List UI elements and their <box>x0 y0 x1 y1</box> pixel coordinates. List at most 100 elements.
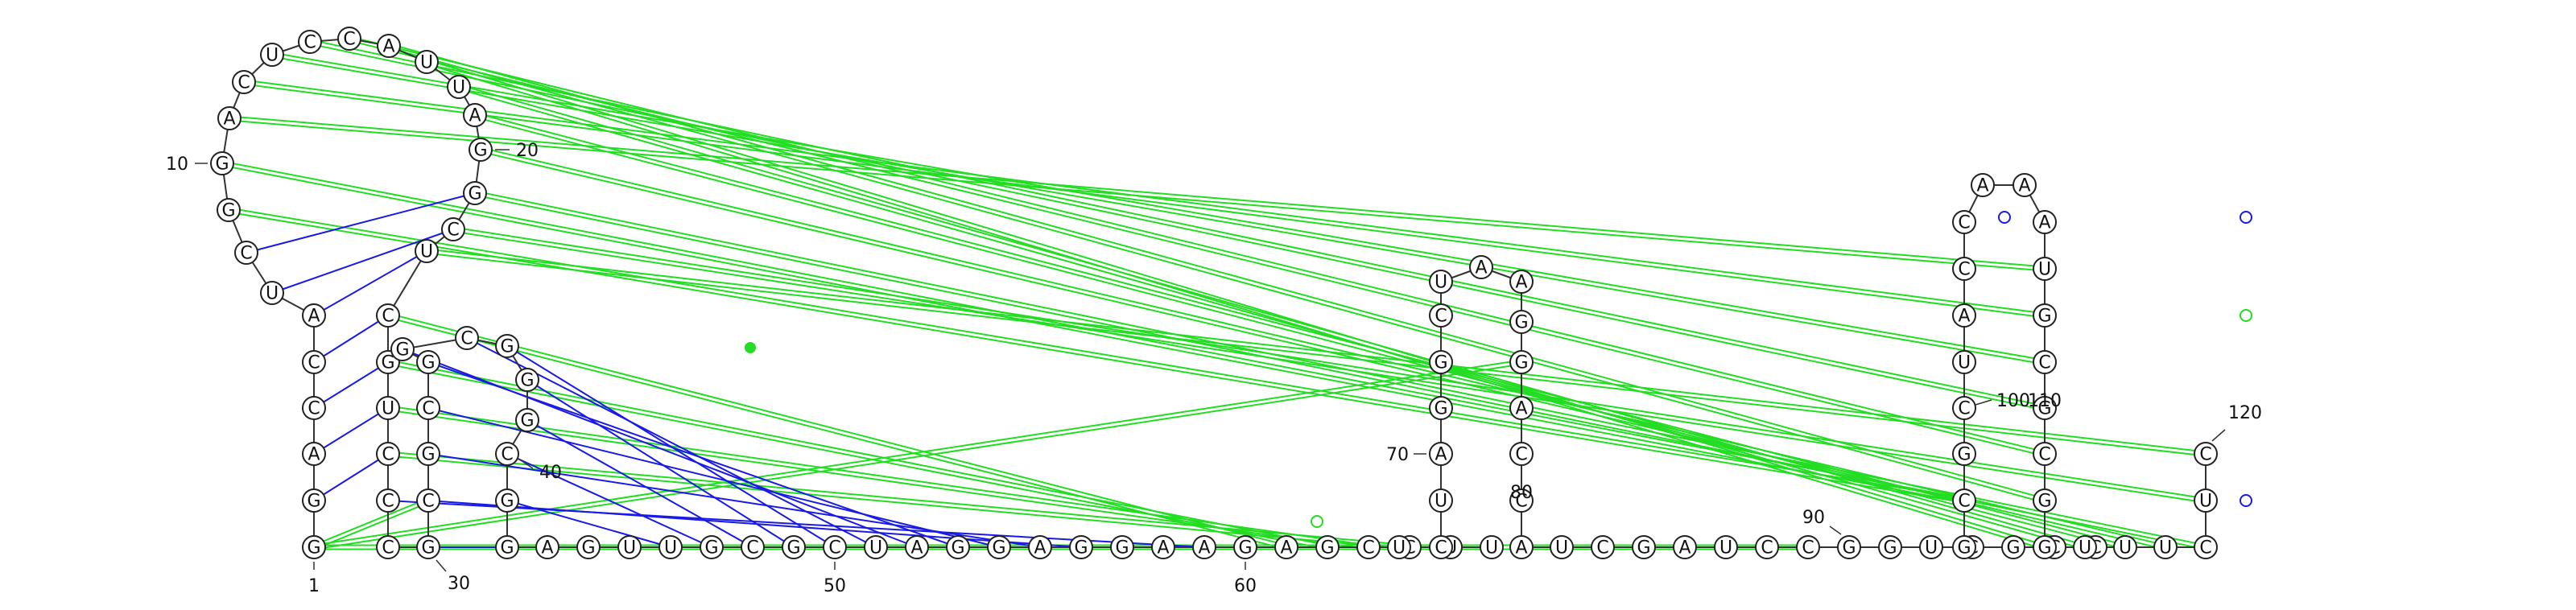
nucleotide: G <box>1952 442 1976 466</box>
nucleotide-circle <box>1429 488 1453 513</box>
nucleotide-base: G <box>1957 445 1971 465</box>
nucleotide-base: C <box>2038 353 2050 373</box>
nucleotide-base: A <box>308 445 320 465</box>
nucleotide: U <box>1480 535 1504 559</box>
nucleotide-base: A <box>541 538 553 558</box>
nucleotide-base: G <box>307 538 320 558</box>
nucleotide-base: G <box>1514 313 1528 333</box>
nucleotide: C <box>376 535 400 559</box>
nucleotide: G <box>495 535 519 559</box>
nucleotide-circle <box>1632 535 1656 559</box>
backbone-segment <box>387 250 427 316</box>
nucleotide: C <box>1952 257 1976 281</box>
nucleotide: G <box>515 408 539 432</box>
nucleotide-circle <box>1952 303 1976 328</box>
nucleotide: C <box>1356 535 1381 559</box>
nucleotide-base: A <box>223 109 235 130</box>
nucleotide-base: U <box>1485 538 1498 558</box>
nucleotide: C <box>1952 210 1976 234</box>
nucleotide-circle <box>1429 350 1453 374</box>
nucleotide-circle <box>2033 350 2057 374</box>
nucleotide-base: U <box>452 78 465 98</box>
nucleotide: G <box>946 535 970 559</box>
nucleotide-base: U <box>2159 538 2172 558</box>
position-number: 40 <box>539 463 562 483</box>
nucleotide: U <box>1429 488 1453 513</box>
canonical-pair-line <box>526 379 795 548</box>
nucleotide-circle <box>376 535 400 559</box>
nucleotide: A <box>1028 535 1052 559</box>
nucleotide-circle <box>495 442 519 466</box>
nucleotide-base: G <box>786 538 800 558</box>
nucleotide-base: A <box>382 37 394 57</box>
nucleotide: G <box>2033 535 2057 559</box>
noncanonical-interaction-line <box>427 59 2046 546</box>
nucleotide-base: G <box>581 538 595 558</box>
position-number: 1 <box>308 576 320 596</box>
nucleotide-circle <box>1971 173 1995 197</box>
nucleotide-base: C <box>308 399 320 419</box>
nucleotide-circle <box>1429 270 1453 294</box>
wobble-pair-ring <box>1998 211 2011 224</box>
nucleotide-base: C <box>303 33 316 53</box>
nucleotide-base: U <box>266 284 279 304</box>
nucleotide-base: C <box>382 445 394 465</box>
nucleotide-base: G <box>468 184 481 204</box>
nucleotide-base: C <box>308 353 320 373</box>
nucleotide: U <box>2153 535 2178 559</box>
nucleotide: C <box>455 326 479 350</box>
nucleotide: U <box>260 281 284 305</box>
nucleotide-circle <box>1509 488 1534 513</box>
canonical-pair-line <box>526 419 753 548</box>
nucleotide: U <box>2073 535 2097 559</box>
noncanonical-interaction-line <box>221 164 1964 504</box>
noncanonical-interaction-line <box>349 35 2046 453</box>
nucleotide-base: C <box>2038 445 2050 465</box>
nucleotide-base: C <box>447 221 459 241</box>
nucleotide-base: C <box>240 244 252 264</box>
nucleotide-circle <box>1509 535 1534 559</box>
nucleotide-circle <box>823 535 847 559</box>
nucleotide: G <box>463 181 487 205</box>
position-number: 50 <box>824 576 846 596</box>
nucleotide-circle <box>987 535 1011 559</box>
backbone-layer <box>221 38 2207 548</box>
nucleotide-circle <box>1755 535 1779 559</box>
nucleotide: G <box>1429 396 1453 420</box>
nucleotide-base: U <box>420 242 433 262</box>
nucleotide-circle <box>390 337 415 361</box>
nucleotide: G <box>495 334 519 358</box>
nucleotide-base: U <box>623 538 636 558</box>
nucleotide: U <box>864 535 888 559</box>
nucleotide-base: G <box>500 538 514 558</box>
nucleotide: A <box>217 106 242 130</box>
nucleotide-base: G <box>1434 399 1447 419</box>
nucleotide-circle <box>2033 488 2057 513</box>
nucleotide: G <box>1952 535 1976 559</box>
nucleotide: C <box>234 241 258 265</box>
nucleotide-base: G <box>1514 353 1528 373</box>
nucleotide: A <box>1469 255 1493 279</box>
nucleotide-circle <box>864 535 888 559</box>
nucleotide-circle <box>415 50 439 74</box>
nucleotide-circle <box>416 535 440 559</box>
nucleotide-base: U <box>1393 538 1406 558</box>
nucleotide-circle <box>1429 535 1453 559</box>
nucleotide: G <box>2033 488 2057 513</box>
nucleotide-circle <box>1952 488 1976 513</box>
canonical-pair-line <box>506 345 836 548</box>
nucleotide-base: C <box>1515 445 1527 465</box>
nucleotide-base: C <box>828 538 840 558</box>
nucleotide-circle <box>1356 535 1381 559</box>
nucleotide-circle <box>376 303 400 328</box>
nucleotide-base: C <box>422 492 434 512</box>
nucleotide-circle <box>302 396 326 420</box>
nucleotide: C <box>2033 442 2057 466</box>
position-number: 100 <box>1996 391 2030 411</box>
nucleotide: U <box>260 43 284 67</box>
nucleotide-circle <box>260 43 284 67</box>
nucleotide: C <box>376 488 400 513</box>
nucleotide: G <box>210 151 234 175</box>
